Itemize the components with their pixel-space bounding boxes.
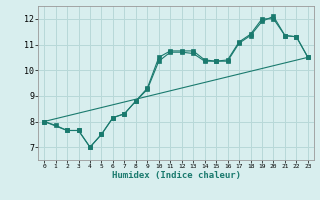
X-axis label: Humidex (Indice chaleur): Humidex (Indice chaleur) xyxy=(111,171,241,180)
